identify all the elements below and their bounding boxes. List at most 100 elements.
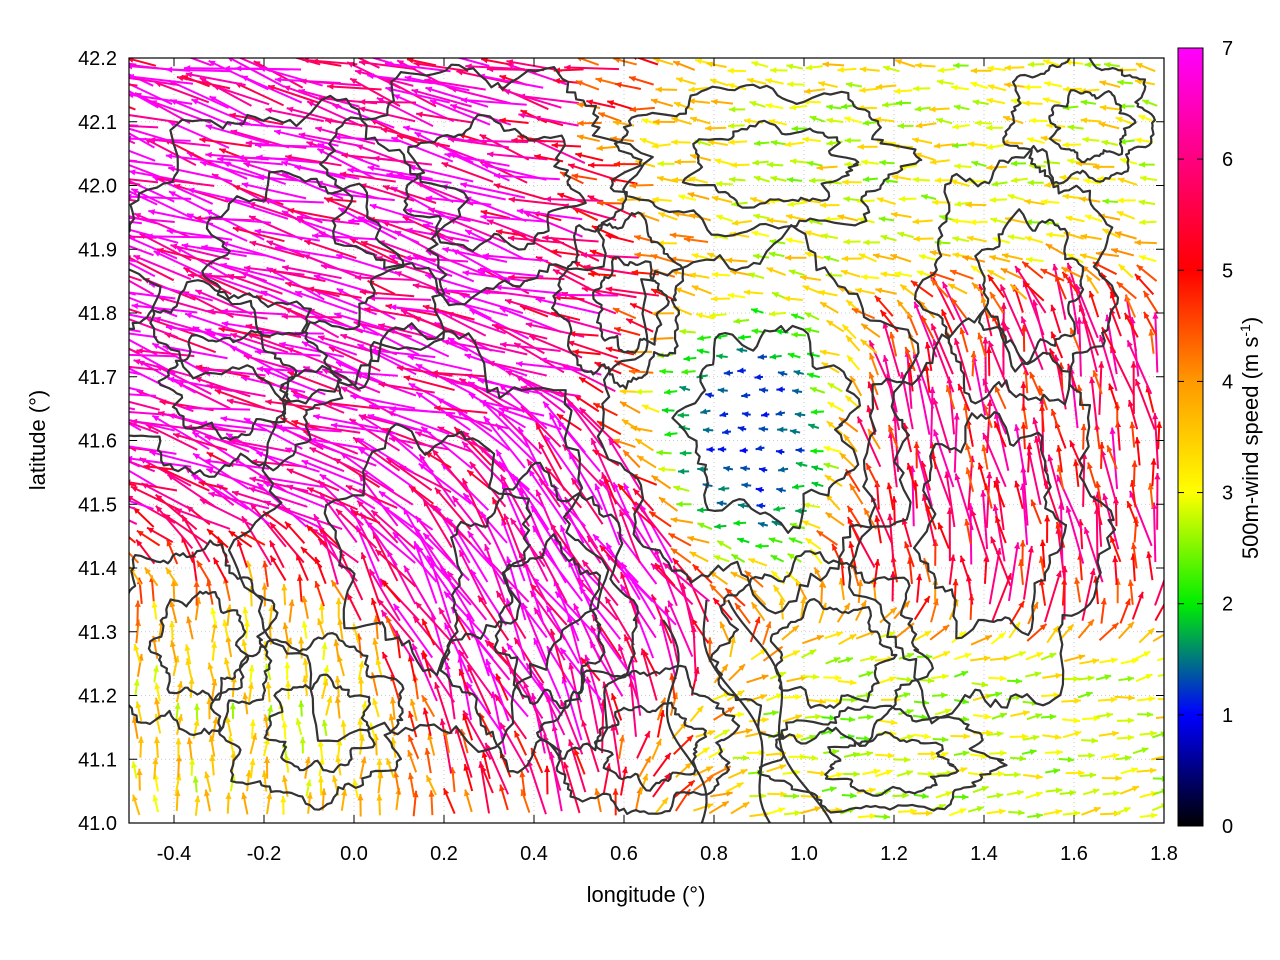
wind-arrow (848, 541, 857, 569)
wind-arrow (906, 462, 917, 491)
wind-arrow (442, 339, 506, 354)
wind-arrow (129, 291, 136, 296)
wind-arrow (466, 469, 492, 490)
wind-arrow (839, 452, 857, 469)
wind-arrow (310, 527, 359, 564)
wind-arrow (480, 765, 494, 794)
wind-arrow (1097, 696, 1118, 703)
wind-arrow (1042, 733, 1062, 740)
wind-arrow (345, 484, 398, 509)
wind-arrow (530, 505, 568, 563)
wind-arrow (691, 285, 712, 295)
y-tick-label: 42.1 (78, 112, 117, 134)
wind-arrow (823, 462, 840, 470)
wind-arrow (544, 765, 551, 795)
wind-arrow (804, 537, 822, 550)
wind-arrow (266, 792, 273, 815)
wind-arrow (288, 599, 295, 623)
wind-arrow (697, 335, 711, 342)
wind-arrow (1082, 715, 1101, 722)
wind-arrow (950, 733, 970, 740)
wind-arrow (407, 772, 416, 798)
wind-arrow (1098, 622, 1120, 641)
wind-arrow (965, 443, 974, 468)
wind-arrow (170, 579, 177, 603)
wind-arrow (192, 452, 250, 490)
wind-arrow (679, 328, 696, 335)
wind-arrow (431, 369, 487, 378)
wind-arrow (532, 525, 567, 584)
wind-arrow (1157, 697, 1164, 701)
wind-arrow (386, 757, 395, 779)
wind-arrow (356, 437, 415, 474)
wind-arrow (933, 429, 955, 488)
wind-arrow (499, 474, 530, 527)
wind-arrow (676, 501, 692, 508)
wind-arrow (301, 595, 309, 619)
wind-arrow (357, 660, 365, 681)
wind-arrow (762, 621, 772, 645)
wind-arrow (723, 369, 733, 376)
wind-arrow (917, 750, 938, 757)
wind-arrow (439, 718, 452, 774)
wind-arrow (1007, 678, 1023, 685)
wind-arrow (857, 813, 877, 820)
wind-arrow (1076, 317, 1083, 377)
wind-arrow (1061, 697, 1081, 704)
wind-arrow (750, 601, 766, 622)
wind-arrow (1042, 672, 1063, 679)
wind-arrow (479, 399, 545, 417)
wind-arrow (837, 679, 857, 686)
wind-arrow (466, 664, 492, 715)
wind-arrow (554, 591, 601, 641)
wind-arrow (463, 763, 474, 792)
wind-arrow (725, 781, 744, 793)
wind-arrow (133, 679, 140, 697)
wind-arrow (1089, 376, 1099, 432)
wind-arrow (843, 751, 860, 758)
wind-arrow (151, 601, 158, 620)
wind-arrow (408, 484, 434, 505)
x-tick-label: -0.2 (247, 843, 281, 865)
wind-arrow (206, 468, 267, 492)
wind-arrow (483, 288, 546, 300)
wind-arrow (1148, 329, 1155, 354)
wind-arrow (636, 730, 651, 759)
wind-arrow (913, 595, 931, 621)
colorbar (1177, 47, 1204, 827)
wind-arrow (648, 510, 672, 528)
wind-arrow (724, 587, 746, 607)
colorbar-tick-label: 4 (1222, 371, 1233, 393)
wind-arrow (1152, 633, 1164, 643)
wind-arrow (281, 313, 342, 320)
wind-arrow (801, 634, 824, 645)
wind-arrow (468, 392, 526, 429)
wind-arrow (248, 664, 255, 683)
wind-arrow (973, 713, 992, 720)
wind-arrow (1062, 730, 1082, 739)
wind-arrow (756, 502, 766, 509)
wind-arrow (972, 785, 989, 794)
wind-arrow (965, 467, 975, 492)
colorbar-tick-label: 2 (1222, 594, 1233, 616)
wind-arrow (416, 545, 456, 601)
wind-arrow (498, 407, 562, 431)
wind-arrow (535, 422, 563, 470)
wind-arrow (1081, 568, 1096, 621)
wind-arrow (953, 793, 969, 801)
wind-arrow (573, 748, 586, 775)
wind-arrow (858, 714, 874, 721)
wind-arrow (337, 618, 344, 640)
wind-arrow (499, 341, 561, 352)
wind-arrow (1117, 621, 1135, 640)
wind-arrow (610, 693, 623, 721)
wind-arrow (766, 764, 787, 773)
wind-arrow (663, 388, 678, 395)
wind-arrow (991, 712, 1008, 720)
wind-arrow (667, 532, 692, 547)
wind-arrow (319, 473, 376, 510)
wind-arrow (151, 414, 210, 450)
wind-arrow (826, 319, 845, 333)
wind-arrow (667, 600, 694, 658)
wind-arrow (619, 400, 641, 414)
